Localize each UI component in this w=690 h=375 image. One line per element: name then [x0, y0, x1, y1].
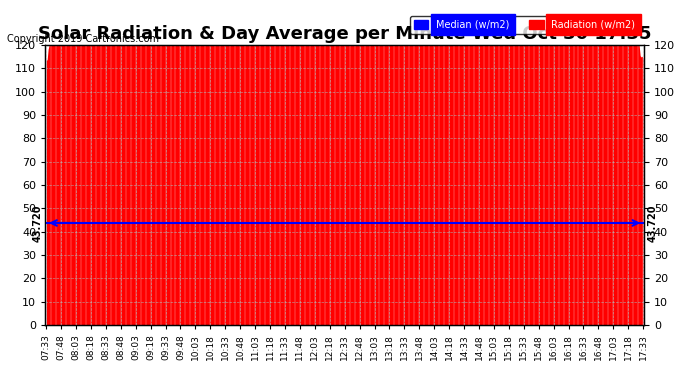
Text: 43.720: 43.720 [32, 204, 42, 242]
Legend: Median (w/m2), Radiation (w/m2): Median (w/m2), Radiation (w/m2) [410, 16, 640, 34]
Title: Solar Radiation & Day Average per Minute Wed Oct 30 17:35: Solar Radiation & Day Average per Minute… [38, 25, 651, 43]
Text: 43.720: 43.720 [647, 204, 657, 242]
Text: Copyright 2019 Cartronics.com: Copyright 2019 Cartronics.com [7, 34, 159, 44]
